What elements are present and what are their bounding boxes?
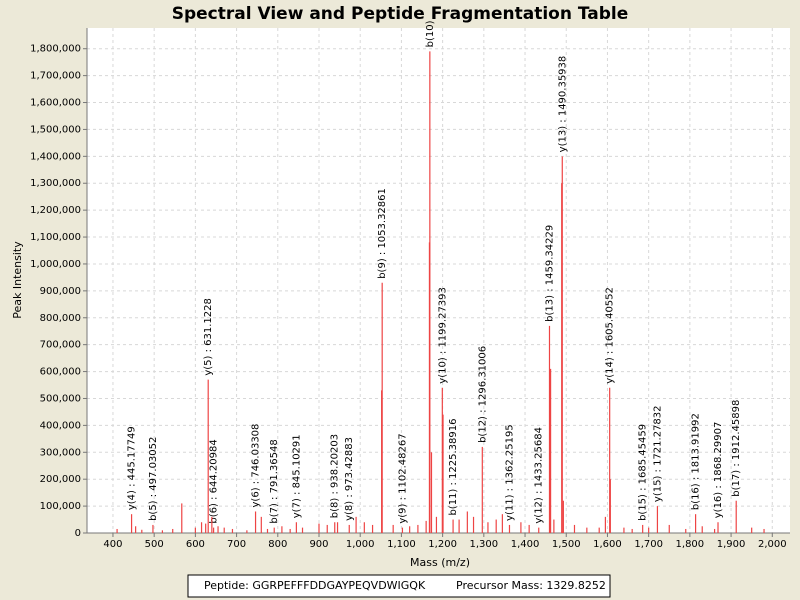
x-tick-label: 1,100 [387, 539, 416, 550]
y-tick-label: 100,000 [40, 501, 81, 512]
x-tick-label: 1,800 [676, 539, 705, 550]
peak-label: b(15) : 1685.45459 [638, 424, 649, 521]
y-tick-label: 300,000 [40, 447, 81, 458]
peak-label: y(4) : 445.17749 [127, 426, 138, 510]
chart-title: Spectral View and Peptide Fragmentation … [172, 4, 629, 24]
x-tick-label: 2,000 [758, 539, 787, 550]
peak-label: y(13) : 1490.35938 [557, 56, 568, 153]
footer-precursor: Precursor Mass: 1329.8252 [456, 579, 606, 592]
peak-label: b(16) : 1813.91992 [691, 413, 702, 510]
x-tick-label: 1,000 [346, 539, 375, 550]
peak-label: b(17) : 1912.45898 [731, 400, 742, 497]
y-tick-label: 1,200,000 [30, 205, 81, 216]
x-tick-label: 1,700 [634, 539, 663, 550]
x-tick-label: 1,900 [717, 539, 746, 550]
x-tick-label: 1,600 [593, 539, 622, 550]
peak-label: b(7) : 791.36548 [269, 439, 280, 523]
y-tick-label: 1,700,000 [30, 71, 81, 82]
y-tick-label: 1,500,000 [30, 124, 81, 135]
x-axis-label: Mass (m/z) [410, 556, 470, 569]
y-tick-label: 1,800,000 [30, 44, 81, 55]
y-tick-label: 1,000,000 [30, 259, 81, 270]
peak-label: y(11) : 1362.25195 [504, 424, 515, 521]
x-tick-label: 1,200 [428, 539, 457, 550]
peak-label: b(12) : 1296.31006 [477, 346, 488, 443]
peak-label: b(8) : 938.20203 [330, 434, 341, 518]
peak-label: y(6) : 746.03308 [251, 424, 262, 508]
y-axis-label: Peak Intensity [11, 241, 24, 319]
peak-label: y(14) : 1605.40552 [605, 287, 616, 384]
y-tick-label: 1,300,000 [30, 178, 81, 189]
y-tick-label: 600,000 [40, 367, 81, 378]
x-tick-label: 500 [145, 539, 164, 550]
x-tick-label: 800 [268, 539, 287, 550]
peak-label: y(15) : 1721.27832 [652, 405, 663, 502]
peak-label: b(10) [425, 20, 436, 47]
y-tick-label: 1,600,000 [30, 98, 81, 109]
peak-label: b(6) : 644.20984 [209, 439, 220, 523]
peak-label: y(12) : 1433.25684 [534, 427, 545, 524]
peak-label: y(16) : 1868.29907 [713, 422, 724, 519]
y-tick-label: 400,000 [40, 420, 81, 431]
peak-label: y(5) : 631.1228 [203, 298, 214, 376]
y-tick-label: 1,100,000 [30, 232, 81, 243]
y-tick-label: 1,400,000 [30, 151, 81, 162]
y-tick-label: 200,000 [40, 474, 81, 485]
y-tick-label: 700,000 [40, 340, 81, 351]
peak-label: b(13) : 1459.34229 [544, 225, 555, 322]
footer-peptide: Peptide: GGRPEFFFDDGAYPEQVDWIGQK [204, 579, 426, 592]
plot-area [87, 28, 790, 533]
footer-box [187, 574, 611, 598]
peak-label: y(9) : 1102.48267 [397, 433, 408, 523]
x-tick-label: 1,500 [552, 539, 581, 550]
x-tick-label: 1,400 [511, 539, 540, 550]
y-tick-label: 900,000 [40, 286, 81, 297]
x-tick-label: 1,300 [470, 539, 499, 550]
peak-label: b(11) : 1225.38916 [448, 419, 459, 516]
peak-label: y(7) : 845.10291 [291, 434, 302, 518]
peak-label: y(8) : 973.42883 [344, 437, 355, 521]
y-tick-label: 500,000 [40, 393, 81, 404]
x-tick-label: 600 [186, 539, 205, 550]
peak-label: b(5) : 497.03052 [148, 437, 159, 521]
peak-label: b(9) : 1053.32861 [377, 188, 388, 279]
peak-label: y(10) : 1199.27393 [437, 287, 448, 384]
x-tick-label: 700 [227, 539, 246, 550]
y-tick-label: 800,000 [40, 313, 81, 324]
y-tick-label: 0 [75, 528, 81, 539]
x-tick-label: 900 [309, 539, 328, 550]
x-tick-label: 400 [103, 539, 122, 550]
